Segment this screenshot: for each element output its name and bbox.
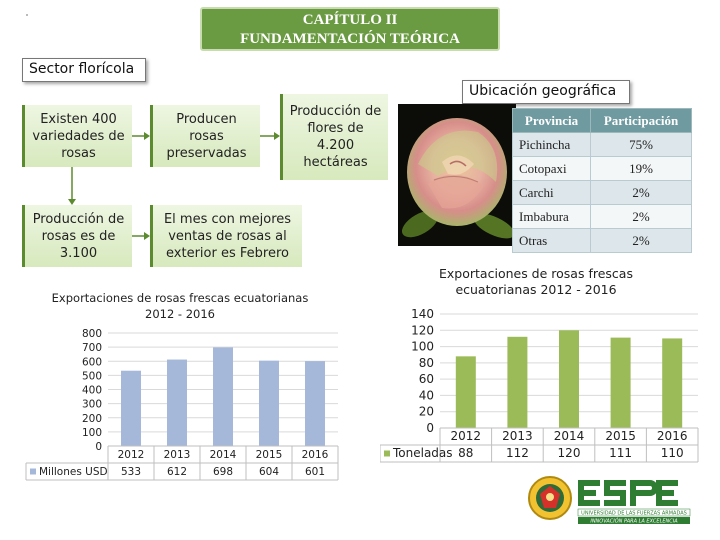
bar (305, 361, 325, 446)
bar (121, 370, 141, 446)
tons-chart: 0 20 40 60 80 100 120 140 2012 88 2013 112 2014 120 20… (380, 307, 699, 463)
province-cell: Cotopaxi (511, 156, 592, 181)
bar (259, 360, 279, 446)
data-label: 111 (609, 446, 632, 460)
legend-swatch (384, 450, 390, 457)
data-label: 110 (661, 446, 684, 460)
tons-chart-title: Exportaciones de rosas frescas ecuatoria… (439, 266, 633, 297)
table-row: Imbabura 2% (511, 204, 692, 229)
bar (213, 347, 233, 446)
participation-cell: 19% (590, 156, 692, 181)
x-tick-label: 2015 (605, 429, 636, 443)
y-tick-label: 60 (419, 372, 434, 386)
province-table: Provincia Participación Pichincha 75% Cot… (511, 108, 692, 253)
bar (455, 356, 476, 428)
table-row: Cotopaxi 19% (511, 156, 692, 181)
y-tick-label: 120 (411, 323, 434, 337)
participation-header: Participación (590, 108, 692, 133)
info-best-month-text: El mes con mejores ventas de rosas al ex… (163, 211, 292, 261)
participation-cell: 2% (590, 204, 692, 229)
data-label: 533 (121, 466, 141, 478)
y-tick-label: 500 (82, 370, 102, 382)
chapter-header: CAPÍTULO II FUNDAMENTACIÓN TEÓRICA (200, 7, 500, 51)
chapter-title: CAPÍTULO II (302, 12, 398, 28)
participation-cell: 2% (590, 180, 692, 205)
y-tick-label: 140 (411, 307, 434, 321)
logo-subtitle: UNIVERSIDAD DE LAS FUERZAS ARMADAS (581, 511, 687, 517)
x-tick-label: 2015 (256, 449, 283, 461)
bar (167, 359, 187, 446)
x-tick-label: 2016 (302, 449, 329, 461)
info-varieties-text: Existen 400 variedades de rosas (32, 111, 125, 161)
y-tick-label: 80 (419, 356, 434, 370)
province-cell: Otras (511, 228, 592, 253)
y-tick-label: 0 (426, 421, 434, 435)
province-header: Provincia (511, 108, 592, 133)
info-box-varieties: Existen 400 variedades de rosas (22, 105, 132, 167)
slide-marker (26, 14, 28, 16)
legend-label: Toneladas (392, 446, 453, 460)
espe-logo: UNIVERSIDAD DE LAS FUERZAS ARMADAS INNOV… (526, 472, 706, 528)
y-tick-label: 600 (82, 356, 102, 368)
y-tick-label: 800 (82, 328, 102, 340)
bar (662, 338, 683, 428)
x-tick-label: 2016 (657, 429, 688, 443)
usd-chart: 0 100 200 300 400 500 600 700 800 2012 533 2013 612 2… (25, 328, 339, 481)
info-production-text: Producción de rosas es de 3.100 (32, 211, 125, 261)
x-tick-label: 2012 (451, 429, 482, 443)
rose-photo (398, 104, 516, 246)
x-tick-label: 2014 (210, 449, 237, 461)
y-tick-label: 40 (419, 388, 434, 402)
province-cell: Pichincha (511, 132, 592, 157)
data-label: 88 (458, 446, 473, 460)
participation-cell: 2% (590, 228, 692, 253)
x-tick-label: 2014 (554, 429, 585, 443)
data-label: 604 (259, 466, 279, 478)
location-label: Ubicación geográfica (462, 80, 630, 104)
section-label: Sector florícola (22, 58, 146, 82)
usd-chart-title: Exportaciones de rosas frescas ecuatoria… (51, 291, 309, 321)
y-tick-label: 700 (82, 342, 102, 354)
table-row: Pichincha 75% (511, 132, 692, 157)
y-tick-label: 100 (411, 340, 434, 354)
data-label: 612 (167, 466, 187, 478)
university-seal-icon (528, 476, 572, 520)
legend-swatch (30, 468, 36, 475)
province-cell: Imbabura (511, 204, 592, 229)
bar (559, 330, 579, 428)
info-box-production: Producción de rosas es de 3.100 (22, 205, 132, 267)
y-tick-label: 300 (82, 399, 102, 411)
flow-connectors (68, 132, 280, 240)
info-box-best-month: El mes con mejores ventas de rosas al ex… (150, 205, 302, 267)
info-preserved-text: Producen rosas preservadas (166, 111, 247, 161)
espe-wordmark (578, 480, 678, 506)
data-label: 120 (558, 446, 581, 460)
x-tick-label: 2013 (164, 449, 191, 461)
legend-label: Millones USD (39, 466, 108, 478)
logo-tagline: INNOVACIÓN PARA LA EXCELENCIA (590, 518, 678, 525)
info-box-area: Producción de flores de 4.200 hectáreas (280, 94, 388, 180)
data-label: 698 (213, 466, 233, 478)
bar (610, 337, 631, 428)
data-label: 601 (305, 466, 325, 478)
table-row: Otras 2% (511, 228, 692, 253)
x-tick-label: 2013 (502, 429, 533, 443)
y-tick-label: 20 (419, 405, 434, 419)
y-tick-label: 400 (82, 385, 102, 397)
x-tick-label: 2012 (118, 449, 145, 461)
province-cell: Carchi (511, 180, 592, 205)
info-area-text: Producción de flores de 4.200 hectáreas (289, 104, 382, 170)
participation-cell: 75% (590, 132, 692, 157)
data-label: 112 (506, 446, 529, 460)
y-tick-label: 0 (95, 441, 102, 453)
y-tick-label: 100 (82, 427, 102, 439)
y-tick-label: 200 (82, 413, 102, 425)
bar (507, 336, 528, 428)
table-row: Carchi 2% (511, 180, 692, 205)
chapter-subtitle: FUNDAMENTACIÓN TEÓRICA (240, 31, 460, 47)
info-box-preserved: Producen rosas preservadas (150, 105, 260, 167)
